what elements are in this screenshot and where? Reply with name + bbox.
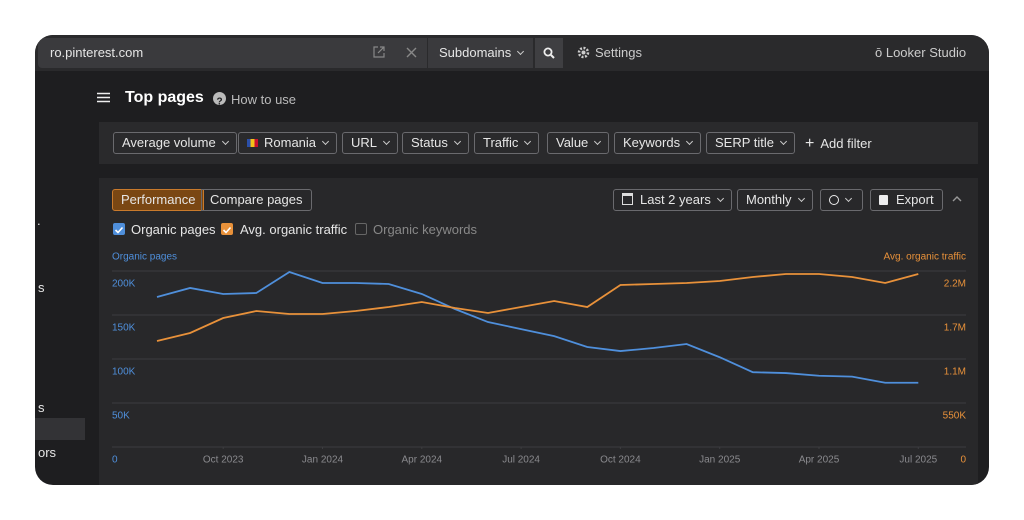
x-tick-label: Oct 2024 — [600, 455, 641, 466]
subdomains-dropdown[interactable]: Subdomains — [428, 38, 533, 68]
filter-button[interactable]: URL — [342, 132, 399, 154]
sidebar-fragment: s — [38, 280, 45, 295]
app-window: ro.pinterest.com Subdomains Settings ō L… — [35, 35, 989, 485]
open-icon[interactable] — [373, 46, 385, 58]
flag-icon — [247, 139, 258, 147]
series-line — [156, 270, 919, 384]
calendar-icon — [622, 193, 633, 205]
export-label: Export — [896, 192, 934, 207]
y2-tick-label: 1.1M — [944, 367, 966, 378]
search-icon — [543, 47, 555, 59]
comment-dropdown[interactable] — [820, 189, 863, 211]
y2-tick-label: 2.2M — [944, 279, 966, 290]
url-text: ro.pinterest.com — [50, 45, 144, 60]
check-mark — [222, 226, 232, 234]
x-tick-label: Jul 2025 — [899, 455, 937, 466]
filter-button[interactable]: Value — [547, 132, 610, 154]
how-to-use-link[interactable]: How to use — [231, 92, 297, 107]
settings-icon — [577, 46, 590, 59]
page-title: Top pages — [125, 89, 204, 106]
y-tick-label: 100K — [112, 367, 136, 378]
checkbox-checked[interactable] — [221, 223, 233, 235]
legend-label[interactable]: Avg. organic traffic — [240, 222, 348, 237]
x-tick-label: Jul 2024 — [502, 455, 540, 466]
filter-button[interactable]: Traffic — [474, 132, 540, 154]
settings-link[interactable]: Settings — [595, 45, 642, 60]
y2-tick-label: 550K — [943, 411, 967, 422]
interval-dropdown[interactable]: Monthly — [737, 189, 813, 211]
x-tick-label: Apr 2024 — [402, 455, 443, 466]
y2-tick-label: 0 — [960, 455, 966, 466]
y2-axis-label: Avg. organic traffic — [884, 252, 966, 263]
clear-icon[interactable] — [406, 47, 417, 58]
looker-studio-link[interactable]: ō Looker Studio — [875, 45, 967, 60]
filter-label: Romania — [264, 135, 317, 150]
y-tick-label: 200K — [112, 279, 136, 290]
y-axis-label: Organic pages — [112, 252, 177, 263]
y-tick-label: 0 — [112, 455, 118, 466]
tab-active[interactable]: Performance — [112, 189, 205, 211]
sidebar-fragment: s — [38, 400, 45, 415]
filter-button[interactable]: Status — [402, 132, 469, 154]
collapse-icon[interactable] — [952, 195, 962, 202]
filter-button[interactable]: Average volume — [113, 132, 237, 154]
plus-icon: + — [805, 135, 815, 152]
filter-button[interactable]: Keywords — [614, 132, 702, 154]
export-button[interactable]: Export — [870, 189, 943, 211]
add-filter-label: Add filter — [820, 136, 872, 151]
looker-text: Looker Studio — [885, 45, 967, 60]
legend-label[interactable]: Organic pages — [131, 222, 216, 237]
sidebar-active-item[interactable] — [35, 418, 85, 440]
menu-icon[interactable] — [97, 92, 110, 103]
chart-panel — [99, 178, 978, 485]
x-tick-label: Apr 2025 — [799, 455, 840, 466]
sidebar-fragment: ors — [38, 445, 57, 460]
x-tick-label: Oct 2023 — [203, 455, 244, 466]
checkbox-checked[interactable] — [113, 223, 125, 235]
url-input[interactable] — [38, 38, 427, 68]
export-icon — [879, 195, 888, 205]
help-icon: ? — [213, 92, 226, 105]
checkbox[interactable] — [355, 223, 367, 235]
svg-text:?: ? — [216, 97, 222, 105]
series-line — [156, 273, 919, 342]
y2-tick-label: 1.7M — [944, 323, 966, 334]
legend-label-inactive[interactable]: Organic keywords — [373, 222, 478, 237]
x-tick-label: Jan 2024 — [302, 455, 344, 466]
period-dropdown[interactable]: Last 2 years — [613, 189, 732, 211]
tab[interactable]: Compare pages — [201, 189, 312, 211]
y-tick-label: 50K — [112, 411, 130, 422]
search-button[interactable] — [535, 38, 563, 68]
check-mark — [114, 226, 124, 234]
filter-button[interactable]: SERP title — [706, 132, 796, 154]
add-filter-button[interactable]: + Add filter — [805, 135, 872, 153]
sidebar-fragment: . — [37, 213, 41, 228]
period-label: Last 2 years — [640, 192, 711, 207]
x-tick-label: Jan 2025 — [699, 455, 741, 466]
comment-icon — [829, 195, 839, 205]
filter-button[interactable]: Romania — [238, 132, 338, 154]
y-tick-label: 150K — [112, 323, 136, 334]
